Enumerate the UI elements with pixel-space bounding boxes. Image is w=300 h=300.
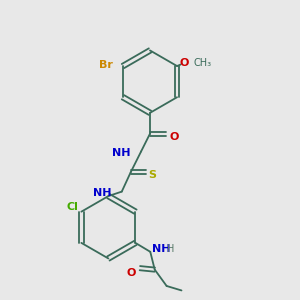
Text: O: O xyxy=(169,132,179,142)
Text: CH₃: CH₃ xyxy=(194,58,211,68)
Text: S: S xyxy=(148,170,157,180)
Text: O: O xyxy=(180,58,189,68)
Text: H: H xyxy=(167,244,174,254)
Text: Br: Br xyxy=(99,59,112,70)
Text: Cl: Cl xyxy=(67,202,78,212)
Text: NH: NH xyxy=(152,244,170,254)
Text: NH: NH xyxy=(93,188,111,198)
Text: NH: NH xyxy=(112,148,131,158)
Text: O: O xyxy=(126,268,135,278)
